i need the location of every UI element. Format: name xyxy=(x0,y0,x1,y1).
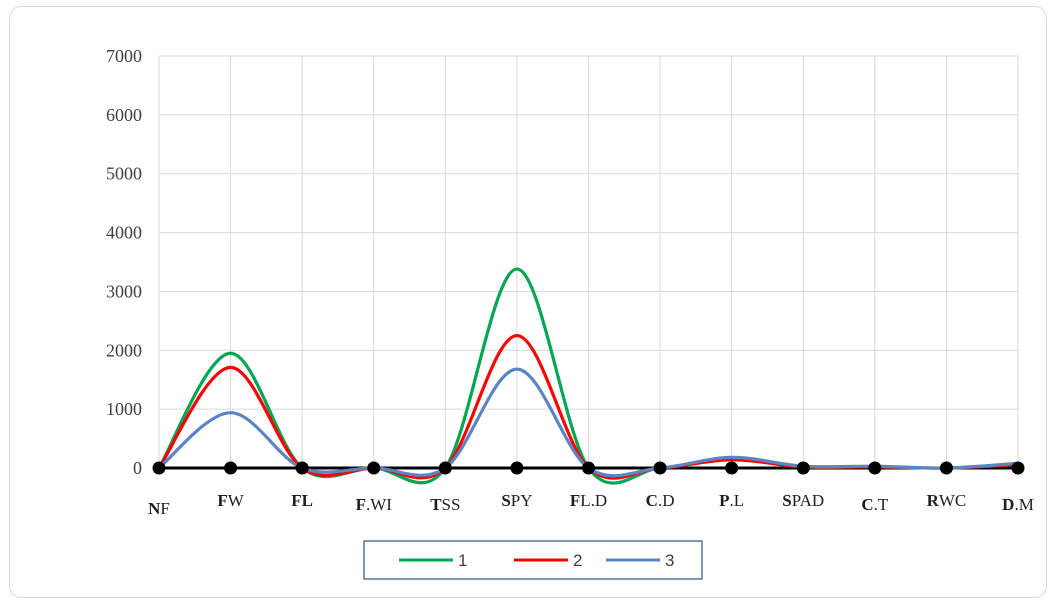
y-tick-label: 6000 xyxy=(106,105,142,125)
y-tick-label: 3000 xyxy=(106,281,142,301)
x-tick-label: FW xyxy=(217,491,244,510)
x-tick-label: P.L xyxy=(719,491,744,510)
chart-frame xyxy=(9,6,1047,598)
baseline-point xyxy=(152,461,166,475)
x-tick-label: NF xyxy=(148,499,170,518)
x-tick-label: FL.D xyxy=(570,491,607,510)
baseline-point xyxy=(295,461,309,475)
baseline-point xyxy=(796,461,810,475)
x-tick-label: F.WI xyxy=(356,495,393,514)
baseline-point xyxy=(653,461,667,475)
x-tick-label: SPAD xyxy=(782,491,824,510)
y-tick-label: 5000 xyxy=(106,164,142,184)
y-tick-label: 7000 xyxy=(106,46,142,66)
legend-label-2: 2 xyxy=(573,551,582,570)
baseline-point xyxy=(725,461,739,475)
baseline-point xyxy=(868,461,882,475)
legend-label-3: 3 xyxy=(665,551,674,570)
baseline-point xyxy=(438,461,452,475)
y-tick-label: 2000 xyxy=(106,340,142,360)
x-tick-label: TSS xyxy=(430,495,460,514)
x-tick-label: FL xyxy=(291,491,313,510)
baseline-point xyxy=(367,461,381,475)
baseline-point xyxy=(510,461,524,475)
y-tick-label: 4000 xyxy=(106,223,142,243)
baseline-point xyxy=(939,461,953,475)
x-tick-label: RWC xyxy=(927,491,967,510)
baseline-point xyxy=(582,461,595,475)
baseline-point xyxy=(1011,461,1025,475)
y-tick-label: 1000 xyxy=(106,399,142,419)
x-tick-label: C.D xyxy=(646,491,675,510)
baseline-point xyxy=(224,461,238,475)
legend-label-1: 1 xyxy=(458,551,467,570)
y-tick-label: 0 xyxy=(133,458,142,478)
x-tick-label: C.T xyxy=(861,495,889,514)
x-tick-label: D.M xyxy=(1002,495,1034,514)
x-tick-label: SPY xyxy=(501,491,532,510)
